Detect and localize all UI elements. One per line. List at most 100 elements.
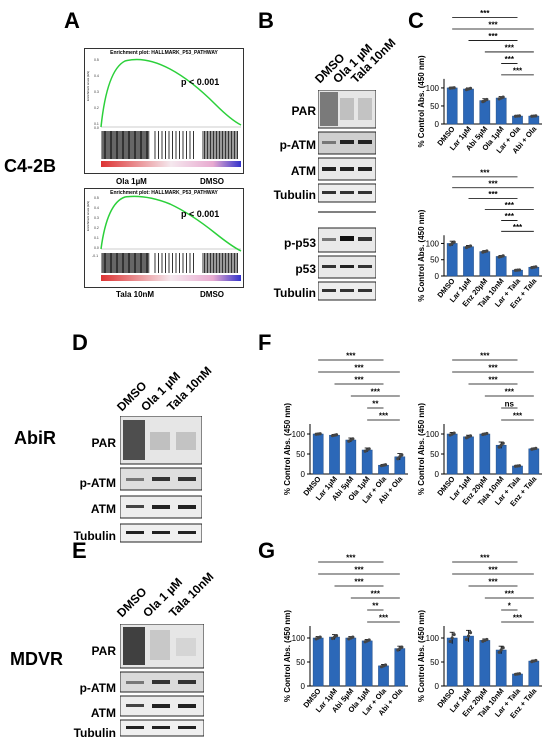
sig-label: *** xyxy=(505,212,515,221)
bar xyxy=(463,635,474,687)
bar xyxy=(345,439,357,475)
sig-label: *** xyxy=(488,20,498,29)
sig-label: *** xyxy=(488,364,498,373)
blot-label-patm: p-ATM xyxy=(79,476,116,490)
y-tick-label: 50 xyxy=(296,658,305,667)
data-point xyxy=(396,457,400,461)
data-point xyxy=(517,672,522,676)
gsea-ytick: 0.3 xyxy=(94,90,99,94)
data-point xyxy=(383,463,388,467)
blot-panel-b xyxy=(318,90,376,301)
data-point xyxy=(334,634,339,638)
sig-label: *** xyxy=(488,190,498,199)
gsea-ytick: 0.4 xyxy=(94,74,99,78)
sig-label: *** xyxy=(505,388,515,397)
data-point xyxy=(400,453,404,457)
bar xyxy=(463,88,474,125)
sig-label: ** xyxy=(372,602,379,611)
y-tick-label: 0 xyxy=(435,272,440,281)
row-label-c42b: C4-2B xyxy=(4,156,57,176)
sig-label: *** xyxy=(354,566,364,575)
bar xyxy=(312,433,324,475)
sig-label: *** xyxy=(480,352,490,361)
bar xyxy=(446,87,458,125)
bar xyxy=(329,434,340,475)
sig-label: *** xyxy=(354,578,364,587)
bar xyxy=(512,673,523,687)
data-point xyxy=(517,114,522,118)
y-axis-label: % Control Abs. (450 nm) xyxy=(417,209,426,301)
bar xyxy=(479,251,491,277)
y-tick-label: 100 xyxy=(292,430,306,439)
bar xyxy=(528,448,540,475)
data-point xyxy=(497,445,501,449)
y-axis-label: % Control Abs. (450 nm) xyxy=(283,610,292,702)
y-axis-label: % Control Abs. (450 nm) xyxy=(417,403,426,495)
sig-label: *** xyxy=(379,614,389,623)
sig-label: *** xyxy=(505,201,515,210)
gsea-right-label: DMSO xyxy=(200,290,224,299)
panel-letter-d: D xyxy=(72,330,88,355)
gsea-pvalue: p < 0.001 xyxy=(181,77,220,87)
data-point xyxy=(468,86,473,90)
y-tick-label: 50 xyxy=(430,102,439,111)
blot-label-par: PAR xyxy=(91,436,116,450)
data-point xyxy=(501,646,505,650)
bar xyxy=(378,665,389,687)
y-tick-label: 0 xyxy=(435,470,440,479)
data-point xyxy=(450,636,454,640)
gsea-ytick: 0.1 xyxy=(94,122,99,126)
gsea-ytick: 0.0 xyxy=(94,126,99,130)
gsea-left-label: Tala 10nM xyxy=(116,290,155,299)
gsea-hit-bars xyxy=(101,253,238,273)
gsea-ytick: 0.2 xyxy=(94,226,99,230)
gsea-left-label: Ola 1µM xyxy=(116,177,147,186)
y-tick-label: 0 xyxy=(301,470,306,479)
gsea-curve-area: Enrichment score (ES) 0.5 0.4 0.3 0.2 0.… xyxy=(86,58,242,167)
bar xyxy=(463,436,474,475)
y-tick-label: 50 xyxy=(430,256,439,265)
y-axis-label: % Control Abs. (450 nm) xyxy=(417,55,426,147)
gsea-ytick: 0.2 xyxy=(94,106,99,110)
data-point xyxy=(351,635,355,639)
sig-label: *** xyxy=(513,66,523,75)
data-point xyxy=(398,455,402,459)
y-axis-label: % Control Abs. (450 nm) xyxy=(283,403,292,495)
y-tick-label: 100 xyxy=(426,634,440,643)
sig-label: *** xyxy=(505,590,515,599)
data-point xyxy=(452,240,456,244)
data-point xyxy=(485,97,489,102)
data-point xyxy=(517,268,522,272)
y-tick-label: 0 xyxy=(435,120,440,129)
blot-label-par: PAR xyxy=(91,644,116,658)
panel-letter-e: E xyxy=(72,538,87,563)
bar xyxy=(446,243,458,277)
bar xyxy=(394,648,406,687)
y-tick-label: 100 xyxy=(426,84,440,93)
sig-label: *** xyxy=(480,168,490,177)
data-point xyxy=(464,637,469,642)
data-point xyxy=(468,434,473,438)
blot-label-pp53: p-p53 xyxy=(283,236,316,250)
data-point xyxy=(534,658,538,663)
gsea-ytick: -0.1 xyxy=(92,254,98,258)
sig-label: *** xyxy=(513,223,523,232)
data-point xyxy=(468,244,473,248)
sig-label: *** xyxy=(488,179,498,188)
bar xyxy=(312,637,324,687)
data-point xyxy=(497,650,501,654)
data-point xyxy=(501,254,505,258)
data-point xyxy=(318,432,322,436)
blot-label-atm: ATM xyxy=(290,164,316,178)
bar xyxy=(495,649,507,687)
sig-label: *** xyxy=(480,9,490,18)
data-point xyxy=(351,437,355,441)
bar xyxy=(361,640,373,687)
y-tick-label: 100 xyxy=(426,430,440,439)
sig-label: *** xyxy=(379,412,389,421)
bar xyxy=(446,637,458,687)
data-point xyxy=(501,95,505,99)
